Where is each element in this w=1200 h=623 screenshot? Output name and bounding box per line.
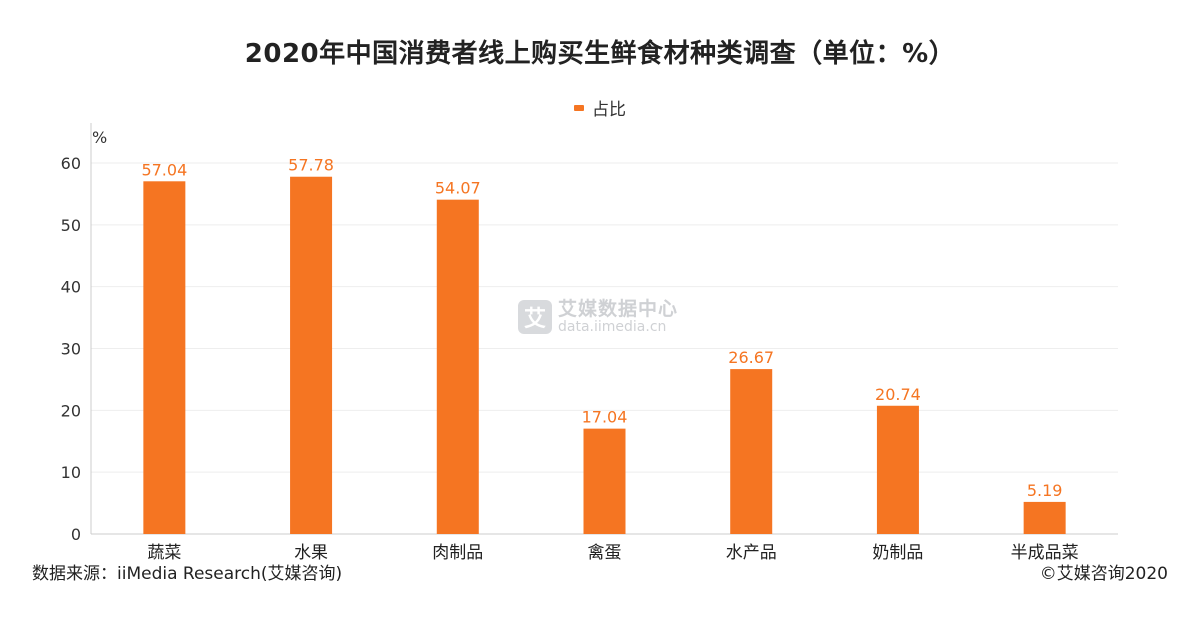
iimedia-logo-icon: 艾 [518, 300, 552, 335]
data-source: 数据来源：iiMedia Research(艾媒咨询) [32, 564, 343, 584]
data-label: 26.67 [728, 348, 774, 367]
data-label: 20.74 [875, 385, 921, 404]
watermark-url: data.iimedia.cn [558, 318, 667, 335]
x-tick-label: 蔬菜 [147, 543, 181, 563]
data-label: 17.04 [582, 408, 628, 427]
bar [1023, 501, 1066, 534]
x-tick-label: 禽蛋 [588, 543, 622, 563]
data-label: 54.07 [435, 179, 481, 198]
x-tick-label: 水产品 [726, 543, 777, 563]
copyright: ©艾媒咨询2020 [1039, 564, 1168, 584]
legend-swatch [574, 104, 584, 111]
watermark-name: 艾媒数据中心 [558, 298, 679, 320]
data-label: 57.04 [141, 160, 187, 179]
y-tick-label: 10 [61, 463, 81, 482]
y-tick-label: 20 [61, 401, 81, 420]
bar [290, 176, 333, 535]
bar [436, 199, 479, 534]
watermark: 艾 艾媒数据中心 data.iimedia.cn [518, 298, 679, 335]
legend-label: 占比 [592, 100, 626, 120]
bar [730, 369, 773, 534]
y-tick-label: 60 [61, 154, 81, 173]
x-tick-label: 奶制品 [872, 543, 923, 563]
bar [583, 428, 626, 534]
y-tick-label: 0 [71, 525, 81, 544]
chart-title: 2020年中国消费者线上购买生鲜食材种类调查（单位：%） [244, 39, 956, 69]
data-label: 5.19 [1027, 481, 1063, 500]
x-tick-label: 肉制品 [432, 543, 483, 563]
y-tick-label: 40 [61, 278, 81, 297]
bar [876, 405, 919, 534]
x-tick-label: 半成品菜 [1011, 543, 1079, 563]
y-axis-label: % [92, 128, 108, 147]
data-label: 57.78 [288, 156, 334, 175]
y-tick-label: 30 [61, 340, 81, 359]
legend[interactable]: 占比 [0, 95, 1200, 120]
bar [143, 181, 186, 534]
y-tick-label: 50 [61, 216, 81, 235]
x-tick-label: 水果 [294, 543, 328, 563]
